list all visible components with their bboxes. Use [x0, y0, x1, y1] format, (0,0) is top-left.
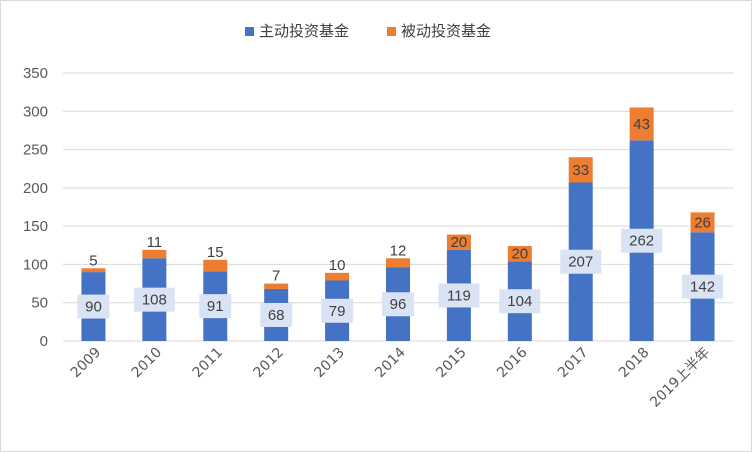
data-label-box — [560, 249, 602, 274]
data-label-passive: 33 — [572, 162, 589, 179]
bar-passive — [203, 259, 228, 272]
bar-passive — [629, 107, 654, 141]
data-label-passive: 10 — [329, 257, 346, 274]
data-label-box — [499, 289, 541, 314]
data-label-active: 262 — [629, 233, 654, 250]
bar-passive — [690, 212, 715, 233]
data-label-active: 207 — [568, 254, 593, 271]
bar-passive — [446, 234, 471, 250]
x-tick-label: 2014 — [372, 344, 409, 381]
x-tick-label: 2019上半年 — [647, 345, 713, 411]
data-label-box — [438, 283, 480, 308]
data-label-passive: 15 — [207, 244, 224, 261]
y-tick-label: 200 — [23, 180, 48, 197]
data-label-active: 142 — [690, 279, 715, 296]
y-tick-label: 0 — [40, 333, 48, 350]
data-label-box — [260, 302, 293, 327]
data-label-passive: 7 — [272, 268, 280, 285]
bar-passive — [386, 258, 410, 268]
data-label-box — [621, 228, 663, 253]
data-label-passive: 20 — [451, 234, 468, 251]
bar-passive — [264, 283, 289, 289]
x-tick-label: 2010 — [129, 345, 166, 382]
data-label-box — [77, 294, 110, 319]
data-label-box — [682, 274, 724, 299]
data-label-passive: 20 — [511, 246, 528, 263]
data-label-active: 90 — [85, 299, 102, 316]
data-label-box — [382, 292, 414, 317]
data-label-active: 68 — [268, 307, 285, 324]
data-label-box — [321, 298, 354, 323]
data-label-passive: 26 — [694, 214, 711, 231]
bar-passive — [568, 157, 593, 183]
legend-label: 被动投资基金 — [401, 22, 491, 40]
x-tick-label: 2012 — [250, 345, 287, 382]
data-label-box — [199, 294, 232, 319]
y-tick-label: 350 — [23, 65, 48, 82]
data-label-box — [133, 287, 175, 312]
data-label-active: 108 — [142, 292, 167, 309]
bar-passive — [325, 272, 350, 281]
y-tick-label: 150 — [23, 218, 48, 235]
data-label-passive: 5 — [89, 252, 97, 269]
data-label-active: 119 — [447, 287, 471, 304]
legend-label: 主动投资基金 — [259, 22, 349, 40]
x-tick-label: 2018 — [616, 345, 653, 382]
data-label-passive: 11 — [147, 234, 163, 251]
x-tick-label: 2017 — [555, 345, 592, 382]
y-tick-label: 250 — [23, 142, 48, 159]
y-tick-label: 100 — [23, 256, 48, 273]
x-tick-label: 2015 — [433, 345, 470, 382]
x-tick-label: 2016 — [494, 344, 531, 381]
x-tick-label: 2009 — [68, 345, 105, 382]
data-label-active: 79 — [329, 303, 346, 320]
y-tick-label: 300 — [23, 103, 48, 120]
data-label-active: 96 — [390, 296, 407, 313]
bar-passive — [507, 246, 532, 262]
y-tick-label: 50 — [31, 295, 48, 312]
data-label-active: 91 — [207, 298, 224, 315]
data-label-passive: 12 — [390, 242, 407, 259]
data-label-active: 104 — [507, 293, 532, 310]
legend-swatch — [387, 27, 396, 36]
bar-passive — [142, 249, 167, 259]
legend-swatch — [245, 27, 254, 36]
data-label-passive: 43 — [633, 116, 650, 133]
bar-passive — [81, 268, 106, 273]
x-tick-label: 2011 — [190, 345, 227, 382]
x-tick-label: 2013 — [311, 345, 348, 382]
